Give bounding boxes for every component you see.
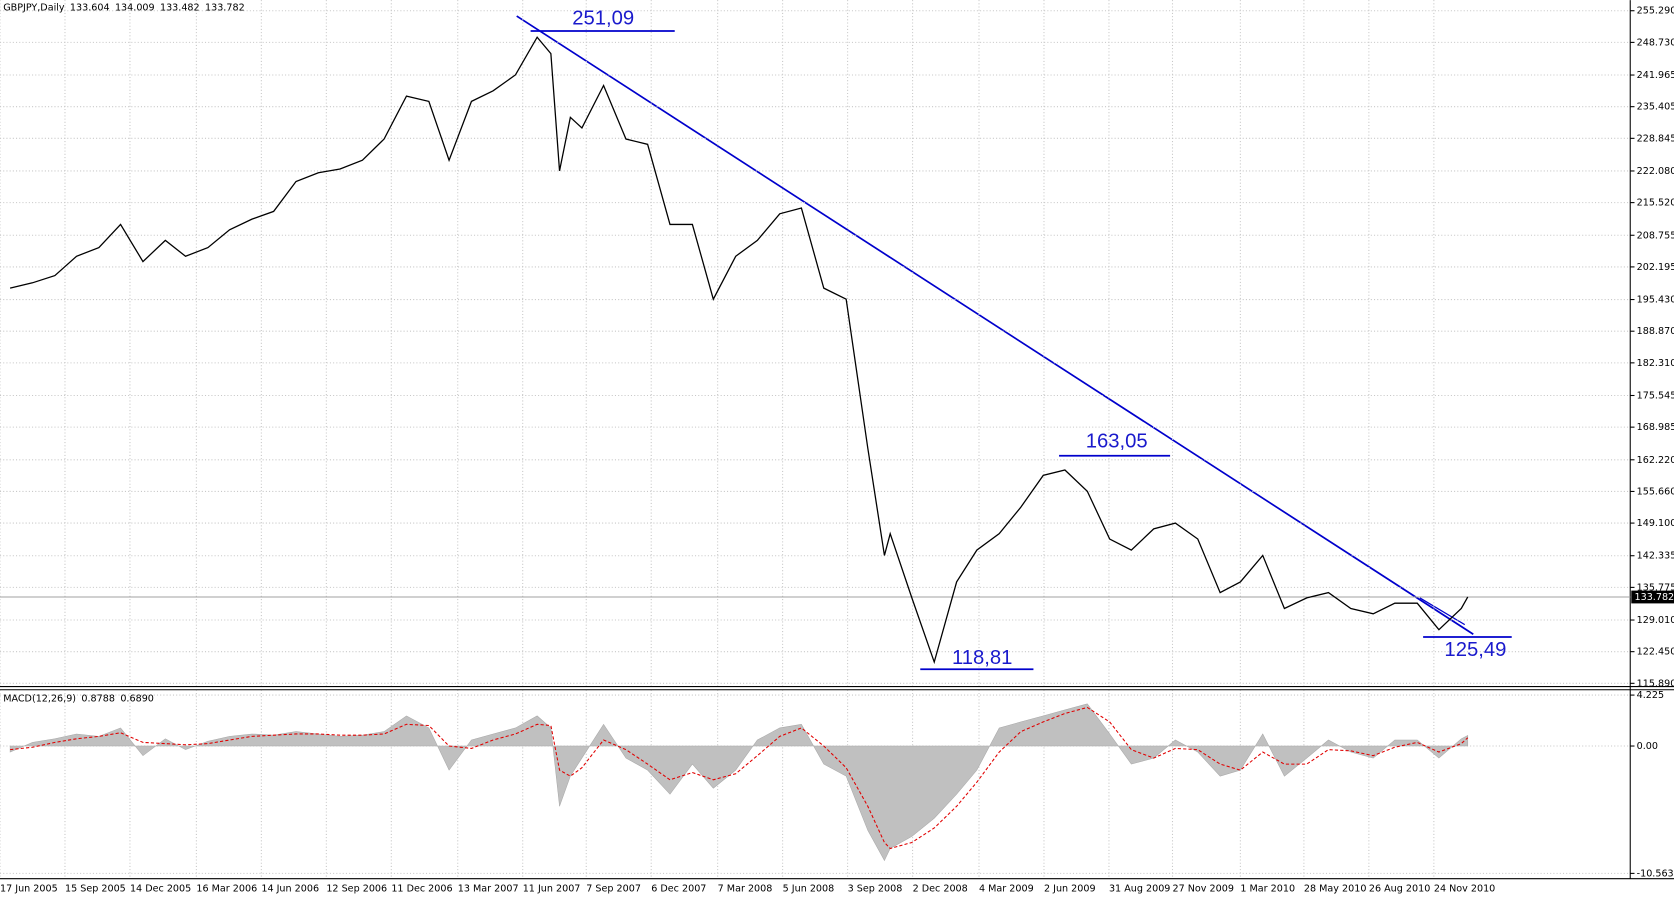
x-tick-label: 2 Dec 2008 <box>913 883 968 894</box>
y-tick-label: 115.890 <box>1637 678 1674 689</box>
x-tick-label: 14 Dec 2005 <box>130 883 191 894</box>
title-part: GBPJPY,Daily <box>3 3 65 14</box>
y-tick-label: -10.5638 <box>1637 868 1674 879</box>
x-tick-label: 6 Dec 2007 <box>651 883 706 894</box>
y-tick-label: 215.520 <box>1637 198 1674 209</box>
y-tick-label: 182.310 <box>1637 358 1674 369</box>
x-tick-label: 7 Sep 2007 <box>586 883 641 894</box>
title-part: 133.482 <box>160 3 200 14</box>
x-tick-label: 4 Mar 2009 <box>979 883 1034 894</box>
y-tick-label: 195.430 <box>1637 295 1674 306</box>
y-tick-label: 188.870 <box>1637 326 1674 337</box>
x-tick-label: 14 Jun 2006 <box>261 883 319 894</box>
x-tick-label: 27 Nov 2009 <box>1172 883 1233 894</box>
price-line <box>9 36 1469 665</box>
y-tick-label: 175.545 <box>1637 390 1674 401</box>
x-tick-label: 11 Dec 2006 <box>391 883 452 894</box>
x-tick-label: 24 Nov 2010 <box>1434 883 1495 894</box>
y-tick-label: 202.195 <box>1637 262 1674 273</box>
x-tick-label: 12 Sep 2006 <box>326 883 387 894</box>
y-tick-label: 222.080 <box>1637 166 1674 177</box>
indicator-title: MACD(12,26,9) 0.8788 0.6890 <box>3 693 154 704</box>
y-tick-label: 235.405 <box>1637 102 1674 113</box>
title-part: 134.009 <box>115 3 155 14</box>
x-tick-label: 26 Aug 2010 <box>1369 883 1430 894</box>
y-tick-label: 0.00 <box>1637 741 1658 752</box>
x-tick-label: 2 Jun 2009 <box>1044 883 1096 894</box>
y-tick-label: 129.010 <box>1637 615 1674 626</box>
level-label: 163,05 <box>1086 430 1148 452</box>
y-tick-label: 4.225 <box>1637 690 1664 701</box>
y-tick-label: 168.985 <box>1637 422 1674 433</box>
y-tick-label: 135.775 <box>1637 582 1674 593</box>
y-tick-label: 142.335 <box>1637 551 1674 562</box>
macd-histogram <box>9 703 1469 862</box>
last-price-label: 133.782 <box>1634 592 1674 603</box>
x-tick-label: 17 Jun 2005 <box>0 883 58 894</box>
y-tick-label: 248.730 <box>1637 37 1674 48</box>
title-part: 0.6890 <box>120 693 154 704</box>
title-part: 133.782 <box>205 3 245 14</box>
y-tick-label: 208.755 <box>1637 230 1674 241</box>
title-part: 133.604 <box>70 3 110 14</box>
y-tick-label: 228.845 <box>1637 133 1674 144</box>
y-tick-label: 162.220 <box>1637 455 1674 466</box>
last-price-box <box>1631 590 1674 604</box>
x-tick-label: 16 Mar 2006 <box>196 883 257 894</box>
y-tick-label: 241.965 <box>1637 70 1674 81</box>
level-label: 125,49 <box>1444 639 1506 661</box>
trend-line <box>516 15 1474 635</box>
x-tick-label: 1 Mar 2010 <box>1240 883 1295 894</box>
title-part: MACD(12,26,9) <box>3 693 76 704</box>
y-tick-label: 149.100 <box>1637 518 1674 529</box>
x-tick-label: 5 Jun 2008 <box>783 883 835 894</box>
x-tick-label: 13 Mar 2007 <box>458 883 519 894</box>
y-tick-label: 255.290 <box>1637 6 1674 17</box>
y-tick-label: 122.450 <box>1637 647 1674 658</box>
title-part: 0.8788 <box>81 693 115 704</box>
y-tick-label: 155.660 <box>1637 486 1674 497</box>
x-tick-label: 31 Aug 2009 <box>1109 883 1170 894</box>
x-tick-label: 15 Sep 2005 <box>65 883 126 894</box>
level-label: 251,09 <box>572 8 634 30</box>
signal-line <box>10 706 1469 850</box>
x-tick-label: 28 May 2010 <box>1304 883 1367 894</box>
x-tick-label: 7 Mar 2008 <box>718 883 773 894</box>
chart-title: GBPJPY,Daily 133.604 134.009 133.482 133.782 <box>3 3 244 14</box>
x-tick-label: 3 Sep 2008 <box>848 883 903 894</box>
level-label: 118,81 <box>952 647 1012 669</box>
x-tick-label: 11 Jun 2007 <box>523 883 581 894</box>
